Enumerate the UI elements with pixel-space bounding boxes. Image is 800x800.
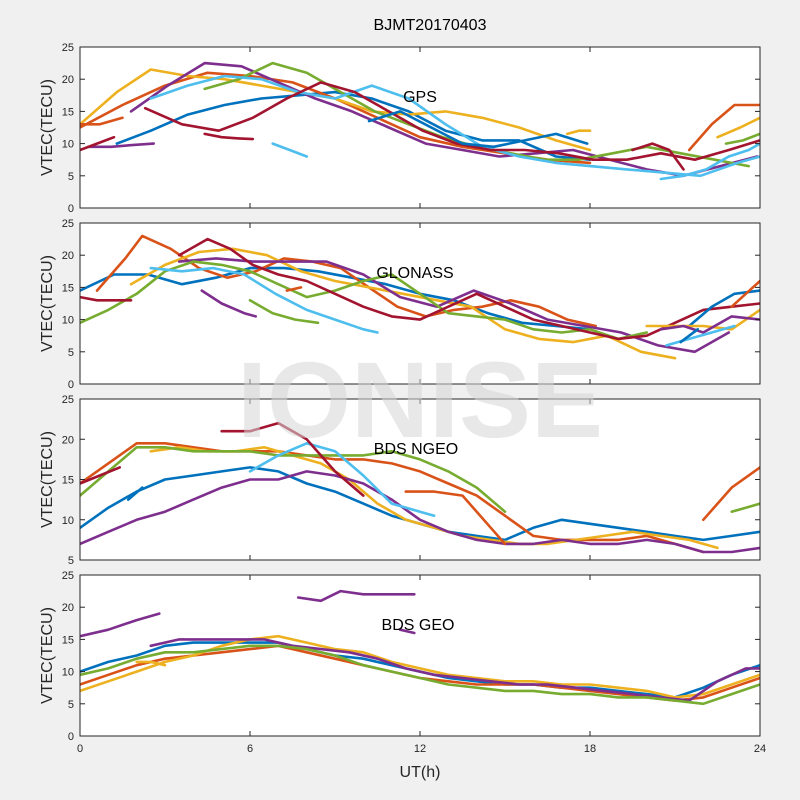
series-line: [80, 466, 121, 485]
series-group: [80, 234, 760, 360]
series-line: [149, 74, 760, 178]
y-axis-label: VTEC(TECU): [39, 255, 56, 352]
y-tick-label: 15: [62, 106, 74, 118]
series-line: [149, 446, 719, 550]
y-tick-label: 10: [62, 139, 74, 151]
x-tick-label: 18: [584, 743, 596, 755]
series-line: [724, 132, 760, 145]
y-tick-label: 25: [62, 570, 74, 582]
series-line: [115, 90, 592, 161]
y-tick-label: 5: [68, 347, 74, 359]
panel-4: 0 5 10 15 20 25 0 6 12 18 24 VTEC(TECU) BDS GEO: [39, 570, 766, 755]
x-tick-label: 0: [77, 743, 83, 755]
panels: 0 5 10 15 20 25 VTEC(TECU) GPS 0 5 10 15 20 25 VTEC(TE…: [39, 42, 766, 755]
series-line: [679, 328, 699, 344]
y-tick-label: 20: [62, 602, 74, 614]
panel-1: 0 5 10 15 20 25 VTEC(TECU) GPS: [39, 42, 761, 215]
series-group: [80, 589, 760, 706]
series-line: [659, 315, 760, 334]
series-line: [296, 589, 416, 603]
series-line: [80, 135, 116, 152]
y-tick-label: 5: [68, 171, 74, 183]
series-line: [149, 266, 379, 334]
series-line: [80, 260, 648, 341]
series-line: [702, 466, 760, 522]
y-tick-label: 10: [62, 667, 74, 679]
y-tick-label: 20: [62, 434, 74, 446]
series-line: [248, 299, 320, 325]
series-line: [135, 660, 167, 667]
series-line: [80, 442, 705, 554]
panel-annotation: GLONASS: [376, 265, 453, 282]
series-line: [177, 257, 731, 354]
series-line: [129, 247, 677, 360]
y-tick-label: 20: [62, 74, 74, 86]
watermark: IONISE: [237, 339, 603, 460]
x-tick-label: 12: [414, 743, 426, 755]
series-line: [730, 502, 760, 513]
panel-3: 5 10 15 20 25 VTEC(TECU) BDS NGEO: [39, 394, 761, 567]
x-axis-label: UT(h): [400, 764, 441, 781]
series-line: [80, 634, 760, 699]
figure-title: BJMT20170403: [374, 17, 487, 34]
series-line: [404, 490, 507, 546]
series-line: [367, 110, 589, 149]
y-tick-label: 0: [68, 203, 74, 215]
panel-annotation: BDS GEO: [382, 617, 455, 634]
series-line: [87, 142, 155, 149]
series-line: [149, 638, 760, 702]
series-line: [687, 103, 760, 152]
series-line: [80, 266, 592, 331]
y-axis-label: VTEC(TECU): [39, 431, 56, 528]
series-line: [143, 81, 760, 161]
series-line: [80, 116, 124, 126]
y-tick-label: 15: [62, 475, 74, 487]
y-tick-label: 0: [68, 379, 74, 391]
series-line: [220, 421, 365, 497]
series-line: [80, 644, 760, 706]
x-tick-label: 24: [754, 743, 766, 755]
series-line: [716, 116, 760, 139]
series-line: [126, 486, 144, 501]
series-line: [95, 234, 597, 328]
series-line: [80, 612, 161, 638]
series-line: [566, 129, 592, 136]
series-line: [398, 628, 416, 635]
series-line: [80, 446, 507, 513]
series-line: [730, 279, 760, 308]
series-line: [248, 442, 436, 517]
series-line: [645, 308, 760, 331]
y-tick-label: 15: [62, 634, 74, 646]
y-tick-label: 5: [68, 555, 74, 567]
y-tick-label: 25: [62, 218, 74, 230]
series-group: [80, 61, 760, 181]
y-tick-label: 15: [62, 282, 74, 294]
y-tick-label: 25: [62, 42, 74, 54]
series-line: [80, 470, 760, 554]
series-line: [271, 142, 308, 158]
series-line: [203, 132, 255, 141]
y-tick-label: 5: [68, 699, 74, 711]
series-line: [659, 142, 760, 181]
panel-annotation: GPS: [403, 89, 437, 106]
y-tick-label: 0: [68, 731, 74, 743]
panel-2: 0 5 10 15 20 25 VTEC(TECU) GLONASS: [39, 218, 761, 391]
y-tick-label: 10: [62, 515, 74, 527]
y-tick-label: 25: [62, 394, 74, 406]
y-tick-label: 20: [62, 250, 74, 262]
x-tick-label: 6: [247, 743, 253, 755]
y-axis-label: VTEC(TECU): [39, 607, 56, 704]
series-line: [285, 286, 303, 292]
y-axis-label: VTEC(TECU): [39, 79, 56, 176]
series-line: [631, 142, 685, 171]
series-group: [80, 421, 760, 554]
y-tick-label: 10: [62, 315, 74, 327]
series-line: [665, 324, 736, 347]
series-line: [80, 295, 133, 302]
series-line: [200, 289, 257, 318]
panel-annotation: BDS NGEO: [374, 441, 458, 458]
